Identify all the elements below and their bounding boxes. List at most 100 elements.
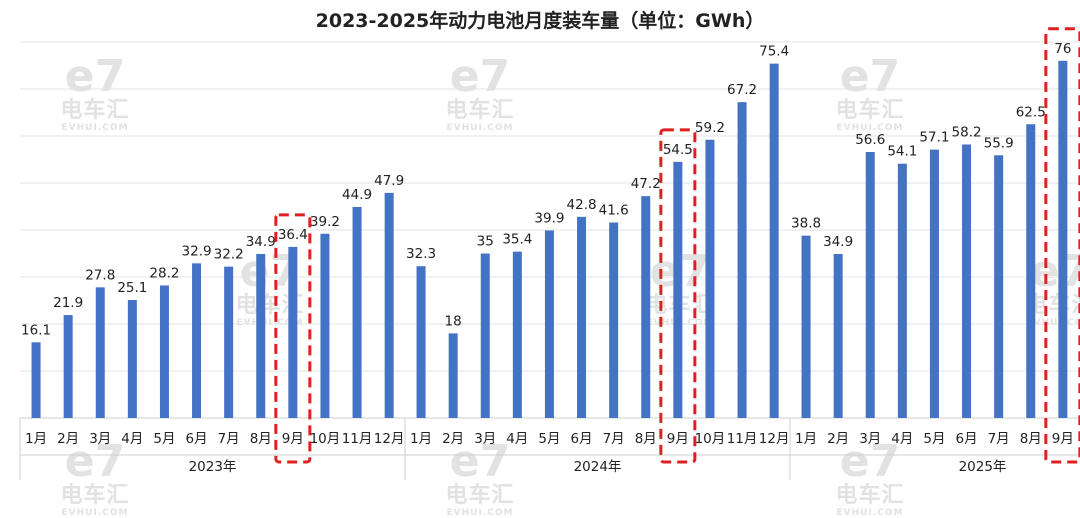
bar [416, 266, 426, 418]
data-label: 21.9 [53, 295, 83, 311]
bar [480, 253, 490, 418]
data-label: 16.1 [21, 322, 51, 338]
data-label: 57.1 [919, 130, 949, 146]
data-label: 27.8 [85, 267, 115, 283]
highlight-box [659, 128, 697, 464]
chart-container: e7 电车汇 EVHUI.COM e7 电车汇 EVHUI.COM e7 电车汇 EVHUI.C… [19, 10, 1080, 518]
month-tick-label: 4月 [891, 431, 913, 447]
data-label: 34.9 [246, 234, 276, 250]
data-label: 25.1 [117, 280, 147, 296]
month-tick-label: 8月 [250, 431, 272, 447]
bar [994, 155, 1004, 418]
data-label: 47.2 [631, 176, 661, 192]
month-tick-label: 7月 [603, 431, 625, 447]
bar [1026, 124, 1036, 418]
month-tick-label: 2月 [442, 431, 464, 447]
month-tick-label: 4月 [121, 431, 143, 447]
data-label: 36.4 [278, 227, 308, 243]
year-label: 2025年 [959, 459, 1007, 475]
data-label: 62.5 [1016, 104, 1046, 120]
bar [384, 192, 394, 418]
data-label: 38.8 [791, 216, 821, 232]
month-tick-label: 9月 [667, 431, 689, 447]
year-label: 2023年 [189, 459, 237, 475]
bar [929, 149, 939, 418]
month-tick-label: 10月 [695, 431, 726, 447]
data-label: 58.2 [952, 124, 982, 140]
data-label: 67.2 [727, 82, 757, 98]
month-tick-label: 12月 [374, 431, 405, 447]
bar [705, 139, 715, 418]
bar [288, 246, 298, 418]
data-label: 76 [1054, 41, 1071, 57]
data-label: 34.9 [823, 234, 853, 250]
bar [256, 253, 266, 418]
bar [544, 230, 554, 418]
bar [897, 163, 907, 418]
bar [737, 102, 747, 418]
month-tick-label: 9月 [1052, 431, 1074, 447]
month-tick-label: 9月 [282, 431, 304, 447]
bar [512, 251, 522, 418]
month-tick-label: 6月 [956, 431, 978, 447]
data-label: 32.2 [214, 247, 244, 263]
month-tick-label: 4月 [506, 431, 528, 447]
bar [801, 235, 811, 418]
data-label: 75.4 [759, 44, 789, 60]
month-tick-label: 10月 [310, 431, 341, 447]
bar [63, 315, 73, 418]
month-tick-label: 1月 [795, 431, 817, 447]
bar [865, 151, 875, 419]
bar-chart: 16.1 1月 21.9 2月 27.8 3月 25.1 4月 28.2 5月 32.9 6月 32.2… [19, 27, 1080, 480]
month-tick-label: 5月 [923, 431, 945, 447]
data-label: 35 [477, 234, 494, 250]
month-tick-label: 3月 [89, 431, 111, 447]
month-tick-label: 6月 [186, 431, 208, 447]
month-tick-label: 8月 [635, 431, 657, 447]
data-label: 32.9 [182, 243, 212, 259]
bar [192, 263, 202, 418]
month-tick-label: 11月 [727, 431, 758, 447]
month-tick-label: 1月 [410, 431, 432, 447]
data-label: 54.5 [663, 142, 693, 158]
data-label: 56.6 [855, 132, 885, 148]
data-label: 41.6 [599, 202, 629, 218]
bar [833, 253, 843, 418]
bar [31, 342, 41, 418]
month-tick-label: 7月 [218, 431, 240, 447]
data-label: 39.9 [534, 210, 564, 226]
bar [1058, 60, 1068, 419]
highlight-box [274, 213, 312, 464]
month-tick-label: 12月 [759, 431, 790, 447]
chart-title: 2023-2025年动力电池月度装车量（单位：GWh） [315, 10, 765, 32]
month-tick-label: 11月 [342, 431, 373, 447]
month-tick-label: 5月 [153, 431, 175, 447]
bar [769, 63, 779, 419]
bar [320, 233, 330, 418]
month-tick-label: 2月 [57, 431, 79, 447]
data-label: 32.3 [406, 246, 436, 262]
bar [127, 300, 137, 418]
month-tick-label: 6月 [571, 431, 593, 447]
month-tick-label: 7月 [988, 431, 1010, 447]
month-tick-label: 2月 [827, 431, 849, 447]
data-label: 18 [445, 313, 462, 329]
month-tick-label: 3月 [474, 431, 496, 447]
data-label: 59.2 [695, 120, 725, 136]
data-label: 42.8 [567, 197, 597, 213]
data-label: 47.9 [374, 173, 404, 189]
data-label: 54.1 [887, 144, 917, 160]
data-label: 39.2 [310, 214, 340, 230]
data-label: 28.2 [149, 265, 179, 281]
month-tick-label: 8月 [1020, 431, 1042, 447]
bar [962, 144, 972, 418]
month-tick-label: 5月 [538, 431, 560, 447]
bar [577, 216, 587, 418]
bar [641, 196, 651, 418]
bar [224, 266, 234, 418]
bar [159, 285, 169, 418]
data-label: 35.4 [502, 232, 532, 248]
bar [95, 287, 105, 418]
data-label: 55.9 [984, 135, 1014, 151]
bar [673, 161, 683, 418]
